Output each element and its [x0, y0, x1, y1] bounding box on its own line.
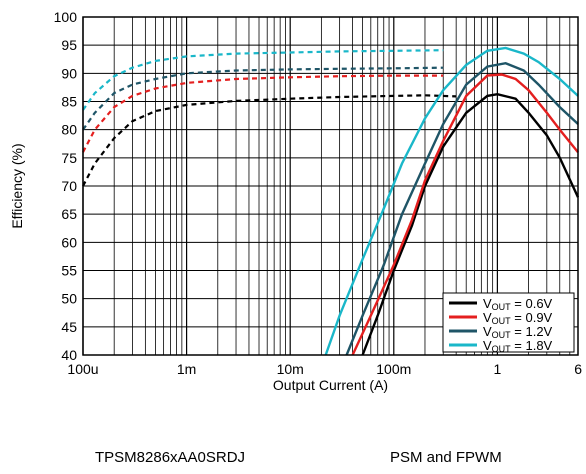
legend-entry: VOUT = 1.2V	[483, 324, 553, 340]
y-tick-label: 90	[61, 65, 77, 81]
x-tick-label: 100m	[376, 361, 411, 377]
series-line-fpwm	[345, 61, 579, 356]
y-tick-label: 95	[61, 37, 77, 53]
legend-entry: VOUT = 0.6V	[483, 296, 553, 312]
series-line-psm	[82, 49, 444, 111]
x-tick-label: 6	[574, 361, 582, 377]
y-tick-label: 50	[61, 291, 77, 307]
plot-frame	[82, 16, 579, 356]
y-tick-label: 65	[61, 206, 77, 222]
series-lines	[82, 46, 580, 356]
footer-left-label: TPSM8286xAA0SRDJ	[95, 449, 245, 466]
x-tick-label: 100u	[67, 361, 98, 377]
series-line-psm	[82, 66, 444, 131]
series-line-fpwm	[361, 92, 580, 356]
x-tick-label: 1m	[177, 361, 196, 377]
x-tick-label: 1	[493, 361, 501, 377]
x-axis-label: Output Current (A)	[273, 377, 388, 393]
y-tick-label: 45	[61, 319, 77, 335]
legend-entry: VOUT = 0.9V	[483, 310, 553, 326]
y-tick-label: 75	[61, 150, 77, 166]
y-tick-label: 60	[61, 234, 77, 250]
series-line-fpwm	[351, 73, 579, 356]
y-tick-label: 55	[61, 263, 77, 279]
series-line-fpwm	[324, 46, 579, 356]
x-tick-labels: 100u 1m 10m 100m 1 6	[67, 361, 582, 377]
series-line-psm	[82, 74, 444, 153]
y-tick-label: 85	[61, 94, 77, 110]
x-tick-label: 10m	[277, 361, 304, 377]
y-tick-label: 80	[61, 122, 77, 138]
y-tick-label: 40	[61, 347, 77, 363]
legend-entry: VOUT = 1.8V	[483, 338, 553, 354]
y-tick-label: 100	[54, 9, 78, 25]
y-tick-labels: 40 45 50 55 60 65 70 75 80 85 90 95 100	[54, 9, 78, 363]
y-axis-label: Efficiency (%)	[9, 143, 25, 228]
y-tick-label: 70	[61, 178, 77, 194]
series-line-psm	[82, 94, 457, 187]
footer-right-label: PSM and FPWM	[390, 449, 502, 466]
